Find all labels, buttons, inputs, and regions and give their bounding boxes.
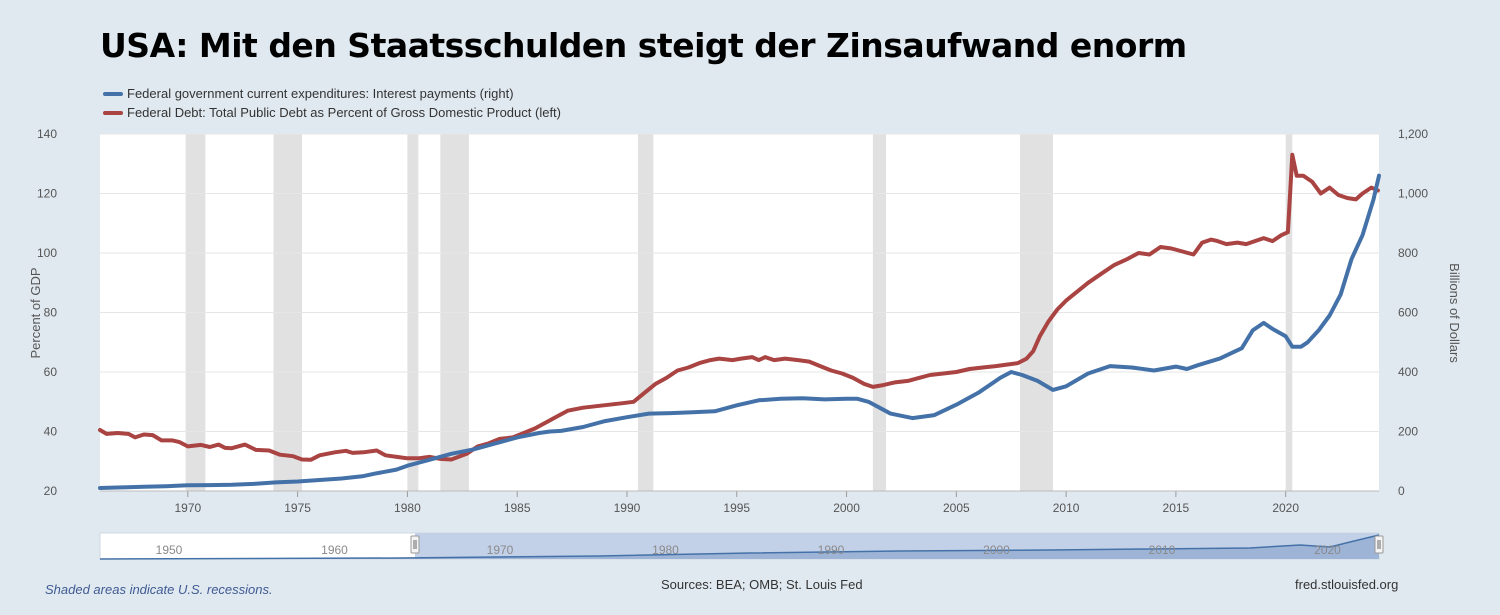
right-axis-label: Billions of Dollars	[1447, 263, 1462, 363]
right-tick-label-5: 1,000	[1398, 187, 1428, 201]
navigator-year-1960: 1960	[321, 543, 348, 557]
chart-legend: Federal government current expenditures:…	[103, 84, 561, 122]
x-tick-label-6: 2000	[833, 501, 860, 515]
navigator-series-fill	[100, 535, 1379, 559]
left-tick-label-2: 60	[44, 365, 58, 379]
navigator-year-2020: 2020	[1314, 543, 1341, 557]
right-tick-label-4: 800	[1398, 246, 1418, 260]
right-tick-label-0: 0	[1398, 484, 1405, 498]
right-tick-label-3: 600	[1398, 306, 1418, 320]
navigator-year-1970: 1970	[487, 543, 514, 557]
x-tick-label-9: 2015	[1163, 501, 1190, 515]
navigator-year-labels: 1950 1960 1970 1980 1990 2000 2010 2020	[156, 543, 1342, 557]
navigator-year-1980: 1980	[652, 543, 679, 557]
sources-text: Sources: BEA; OMB; St. Louis Fed	[661, 577, 863, 592]
x-tick-label-5: 1995	[723, 501, 750, 515]
left-tick-label-6: 140	[37, 127, 57, 141]
series-lines	[98, 152, 1381, 490]
navigator-year-2000: 2000	[983, 543, 1010, 557]
x-tick-label-4: 1990	[614, 501, 641, 515]
x-axis-ticks: 1970 1975 1980 1985 1990 1995 2000 2005 2010 2015…	[100, 490, 1379, 515]
legend-swatch-federal-debt	[103, 110, 123, 115]
legend-swatch-interest-payments	[103, 91, 123, 96]
navigator-right-handle[interactable]	[1374, 535, 1384, 554]
right-tick-label-2: 400	[1398, 365, 1418, 379]
navigator-series-line	[99, 534, 1380, 560]
x-tick-label-2: 1980	[394, 501, 421, 515]
navigator-left-handle[interactable]	[410, 535, 420, 554]
x-tick-label-1: 1975	[284, 501, 311, 515]
right-tick-label-1: 200	[1398, 425, 1418, 439]
legend-label-federal-debt: Federal Debt: Total Public Debt as Perce…	[127, 105, 561, 120]
x-tick-label-10: 2020	[1272, 501, 1299, 515]
right-axis-ticks: 0 200 400 600 800 1,000 1,200	[1398, 127, 1428, 498]
recession-note: Shaded areas indicate U.S. recessions.	[45, 582, 273, 597]
legend-item-federal-debt[interactable]: Federal Debt: Total Public Debt as Perce…	[103, 103, 561, 122]
left-axis-label: Percent of GDP	[28, 267, 43, 358]
navigator-year-1990: 1990	[818, 543, 845, 557]
x-tick-label-8: 2010	[1053, 501, 1080, 515]
left-tick-label-5: 120	[37, 187, 57, 201]
x-tick-label-7: 2005	[943, 501, 970, 515]
left-tick-label-0: 20	[44, 484, 58, 498]
navigator-year-2010: 2010	[1149, 543, 1176, 557]
legend-item-interest-payments[interactable]: Federal government current expenditures:…	[103, 84, 561, 103]
chart-title: USA: Mit den Staatsschulden steigt der Z…	[100, 26, 1187, 65]
left-tick-label-3: 80	[44, 306, 58, 320]
navigator-year-1950: 1950	[156, 543, 183, 557]
interest-payments-line[interactable]	[98, 173, 1381, 490]
legend-label-interest-payments: Federal government current expenditures:…	[127, 86, 514, 101]
fred-link[interactable]: fred.stlouisfed.org	[1295, 577, 1399, 592]
federal-debt-line[interactable]	[98, 152, 1380, 462]
left-tick-label-4: 100	[37, 246, 57, 260]
left-tick-label-1: 40	[44, 425, 58, 439]
x-tick-label-3: 1985	[504, 501, 531, 515]
x-tick-label-0: 1970	[174, 501, 201, 515]
range-navigator[interactable]: 1950 1960 1970 1980 1990 2000 2010 2020	[99, 532, 1384, 560]
left-axis-ticks: 20 40 60 80 100 120 140	[37, 127, 57, 498]
right-tick-label-6: 1,200	[1398, 127, 1428, 141]
